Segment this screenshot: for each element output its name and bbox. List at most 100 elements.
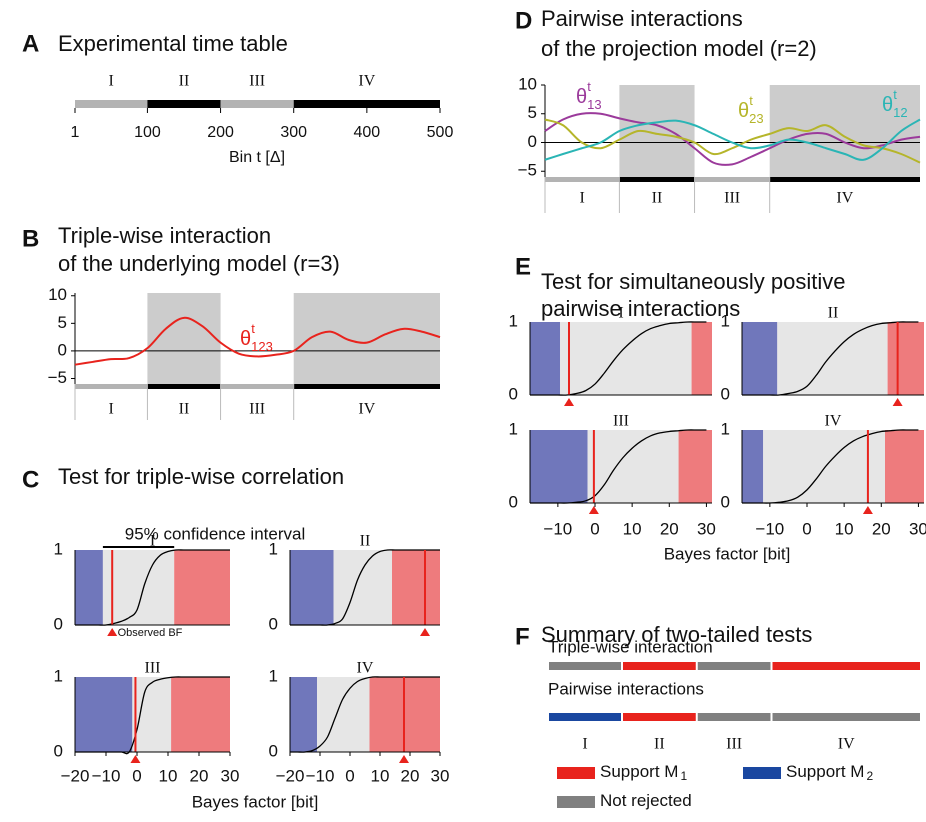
- result-segment: [549, 713, 622, 721]
- reject-low-region: [75, 550, 103, 625]
- legend-sub: 1: [680, 769, 687, 783]
- x-tick-label: 10: [371, 766, 390, 785]
- subplot-title: II: [360, 533, 371, 550]
- accept-region: [102, 550, 175, 625]
- subplot-title: III: [613, 413, 629, 430]
- observed-marker: [862, 506, 873, 514]
- x-tick-label: 10: [835, 519, 854, 538]
- result-segment: [697, 713, 771, 721]
- x-tick-label: 0: [132, 766, 141, 785]
- series-sub: 13: [587, 97, 601, 112]
- subplot-title: I: [150, 533, 155, 550]
- x-tick-label: 100: [134, 124, 161, 141]
- observed-annotation: Observed BF: [118, 627, 183, 639]
- time-segment: [147, 100, 221, 108]
- panel-label: C: [22, 466, 39, 493]
- segment-label: I: [582, 736, 587, 753]
- x-tick-label: 0: [802, 519, 811, 538]
- time-segment: [75, 100, 148, 108]
- y-tick-label: 0: [58, 340, 67, 359]
- y-tick-label: 1: [721, 311, 730, 330]
- segment-label: I: [580, 190, 585, 207]
- time-segment: [220, 384, 294, 389]
- reject-low-region: [75, 677, 133, 752]
- result-segment: [772, 713, 920, 721]
- shaded-period: [293, 293, 440, 384]
- x-tick-label: 30: [909, 519, 926, 538]
- segment-label: III: [249, 401, 265, 418]
- x-tick-label: 200: [207, 124, 234, 141]
- result-segment: [623, 662, 696, 670]
- subplot-title: III: [145, 660, 161, 677]
- x-tick-label: 20: [401, 766, 420, 785]
- legend-swatch: [557, 796, 595, 808]
- result-segment: [623, 713, 696, 721]
- accept-region: [132, 677, 172, 752]
- x-tick-label: −10: [306, 766, 335, 785]
- x-tick-label: 30: [221, 766, 240, 785]
- subplot-title: IV: [825, 413, 842, 430]
- time-segment: [220, 100, 294, 108]
- panel-label: B: [22, 225, 39, 252]
- legend-text: Support M: [786, 762, 864, 781]
- observed-marker: [399, 755, 409, 763]
- segment-label: IV: [358, 73, 375, 90]
- time-segment: [147, 384, 221, 389]
- cdf-curve: [290, 676, 440, 753]
- series-label: θ13 t: [576, 79, 602, 112]
- panel-label: D: [515, 7, 532, 34]
- reject-low-region: [742, 322, 778, 395]
- x-tick-label: −10: [543, 519, 572, 538]
- shaded-period: [147, 293, 221, 384]
- x-axis-label: Bayes factor [bit]: [664, 544, 791, 563]
- subplot-title: IV: [357, 660, 374, 677]
- y-tick-label: 1: [269, 666, 278, 685]
- time-segment: [293, 100, 440, 108]
- y-tick-label: −5: [48, 368, 67, 387]
- segment-label: IV: [838, 736, 855, 753]
- x-tick-label: 10: [159, 766, 178, 785]
- accept-region: [587, 430, 679, 503]
- x-tick-label: 0: [590, 519, 599, 538]
- segment-label: IV: [358, 401, 375, 418]
- series-sub: 123: [251, 339, 273, 354]
- series-line: [544, 118, 921, 161]
- x-tick-label: 30: [697, 519, 716, 538]
- reject-high-region: [171, 677, 230, 752]
- accept-region: [763, 430, 885, 503]
- y-tick-label: 1: [269, 539, 278, 558]
- y-tick-label: 0: [721, 492, 730, 511]
- legend-text: Support M: [600, 762, 678, 781]
- panel-label: A: [22, 30, 39, 57]
- segment-label: I: [109, 401, 114, 418]
- reject-high-region: [691, 322, 712, 395]
- y-tick-label: 0: [269, 741, 278, 760]
- series-symbol: θ: [240, 328, 251, 350]
- legend-text: Not rejected: [600, 791, 692, 810]
- panel-title: Experimental time table: [58, 31, 288, 56]
- reject-low-region: [290, 677, 317, 752]
- x-tick-label: −10: [755, 519, 784, 538]
- shaded-period: [769, 85, 920, 177]
- series-sub: 23: [749, 111, 763, 126]
- panel-label: F: [515, 623, 530, 650]
- x-tick-label: 30: [431, 766, 450, 785]
- y-tick-label: 1: [721, 419, 730, 438]
- x-tick-label: 20: [660, 519, 679, 538]
- y-tick-label: 5: [58, 313, 67, 332]
- time-segment: [619, 177, 695, 182]
- segment-label: III: [724, 190, 740, 207]
- segment-label: II: [179, 401, 190, 418]
- y-tick-label: 1: [54, 539, 63, 558]
- ci-annotation: 95% confidence interval: [125, 524, 306, 543]
- x-tick-label: 20: [872, 519, 891, 538]
- reject-low-region: [530, 322, 561, 395]
- y-tick-label: 0: [721, 384, 730, 403]
- observed-marker: [130, 755, 141, 763]
- y-tick-label: 1: [509, 419, 518, 438]
- y-tick-label: 10: [48, 285, 67, 304]
- x-tick-label: −20: [276, 766, 305, 785]
- y-tick-label: 0: [269, 614, 278, 633]
